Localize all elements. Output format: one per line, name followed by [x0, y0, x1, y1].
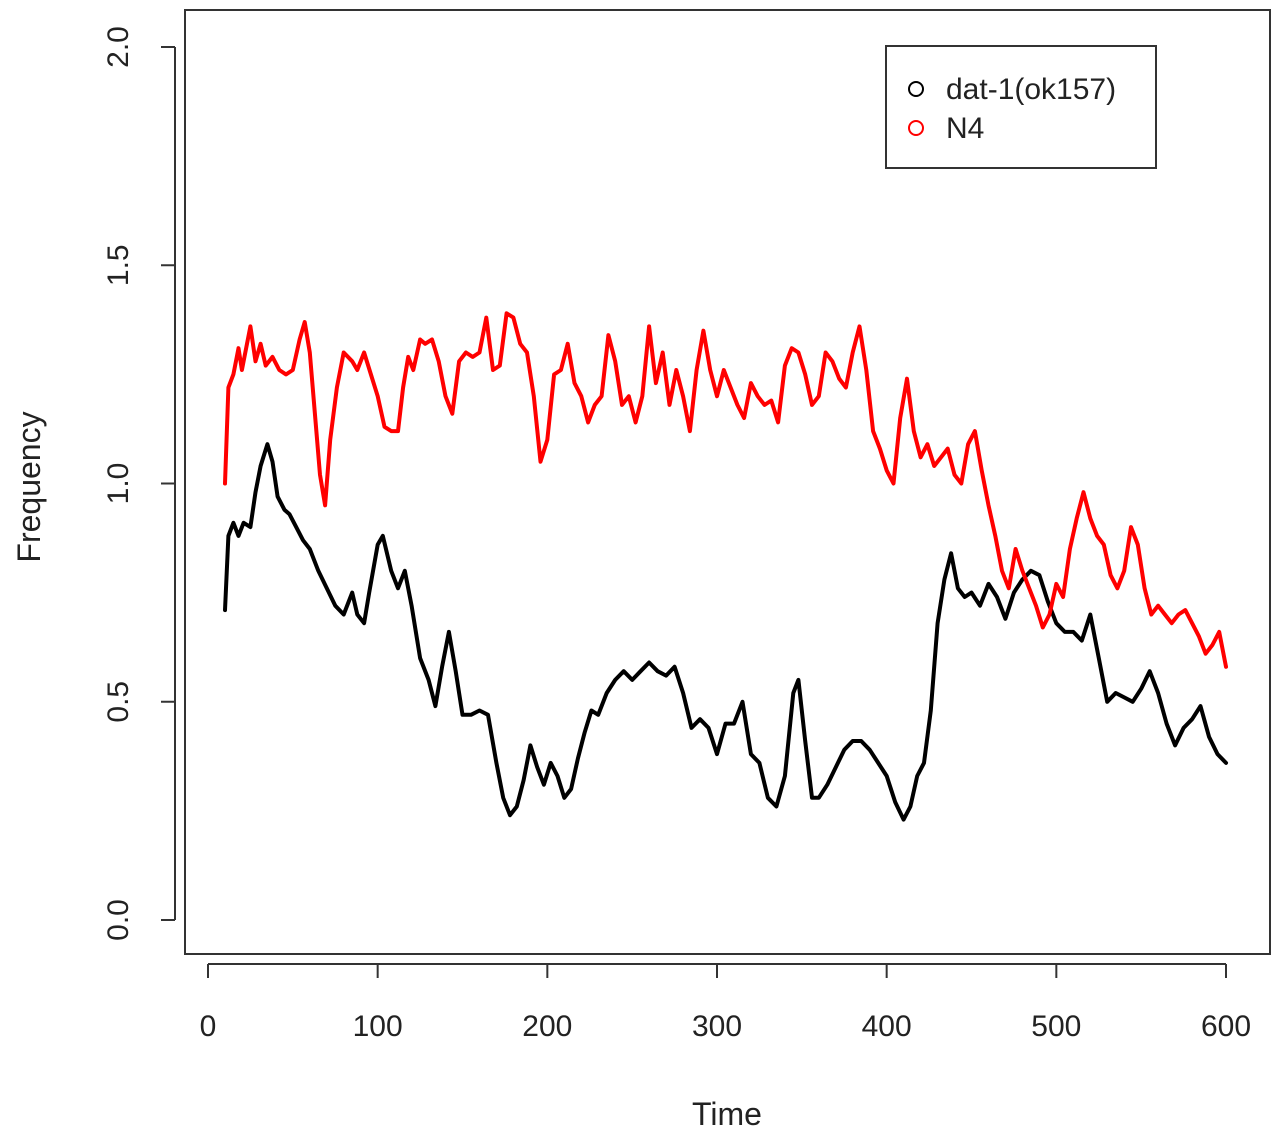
y-axis: 0.0 0.5 1.0 1.5 2.0	[102, 26, 176, 941]
legend-label-n4: N4	[946, 112, 984, 145]
legend-label-dat-1: dat-1(ok157)	[946, 73, 1116, 106]
x-tick-label: 600	[1201, 1010, 1251, 1043]
series-line-0	[223, 442, 1228, 822]
x-tick-label: 0	[200, 1010, 217, 1043]
y-tick-label: 2.0	[102, 26, 135, 68]
x-tick-label: 200	[522, 1010, 572, 1043]
series-line-1	[223, 311, 1228, 669]
plot-frame	[184, 9, 1271, 955]
x-tick-label: 300	[692, 1010, 742, 1043]
y-tick-label: 1.0	[102, 463, 135, 505]
x-axis: 0 100 200 300 400 500 600	[200, 963, 1251, 1043]
x-axis-title: Time	[692, 1096, 762, 1132]
y-tick-label: 0.0	[102, 899, 135, 941]
y-tick-label: 1.5	[102, 244, 135, 286]
y-axis-title: Frequency	[11, 411, 47, 562]
x-tick-label: 500	[1031, 1010, 1081, 1043]
series-layer	[223, 311, 1228, 822]
x-tick-label: 400	[862, 1010, 912, 1043]
legend-marker-n4	[908, 120, 924, 136]
legend-marker-dat-1	[908, 81, 924, 97]
legend-box	[885, 45, 1157, 169]
y-tick-label: 0.5	[102, 681, 135, 723]
x-tick-label: 100	[353, 1010, 403, 1043]
legend: dat-1(ok157) N4	[885, 45, 1157, 169]
